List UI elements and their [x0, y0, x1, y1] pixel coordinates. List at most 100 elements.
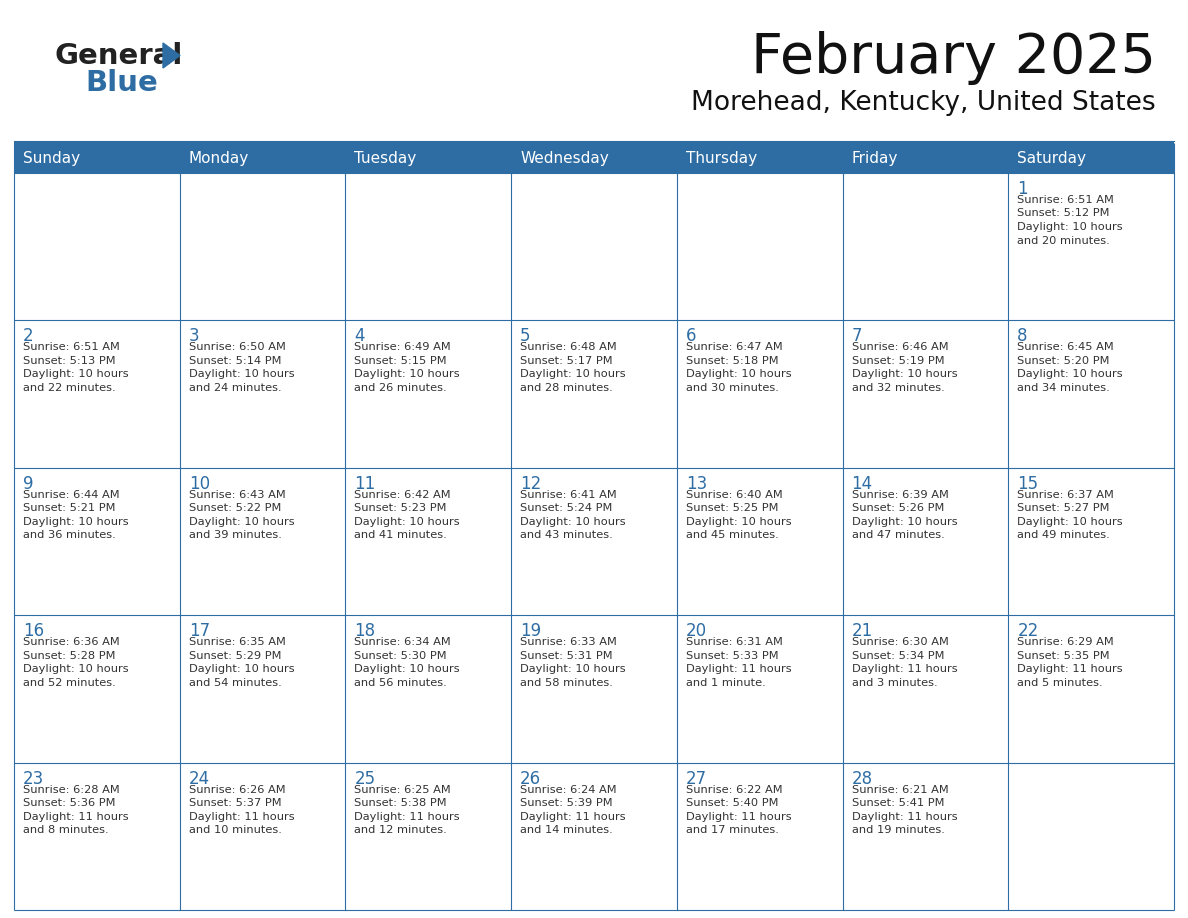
Text: Daylight: 10 hours: Daylight: 10 hours — [685, 517, 791, 527]
Bar — [511, 173, 677, 320]
Text: 25: 25 — [354, 769, 375, 788]
Text: Sunrise: 6:49 AM: Sunrise: 6:49 AM — [354, 342, 451, 353]
Text: 14: 14 — [852, 475, 873, 493]
Bar — [14, 173, 179, 320]
Text: and 28 minutes.: and 28 minutes. — [520, 383, 613, 393]
Text: Sunset: 5:33 PM: Sunset: 5:33 PM — [685, 651, 778, 661]
Text: Tuesday: Tuesday — [354, 151, 417, 165]
Text: Sunset: 5:20 PM: Sunset: 5:20 PM — [1017, 356, 1110, 366]
Text: Wednesday: Wednesday — [520, 151, 609, 165]
Bar — [179, 763, 346, 910]
Text: 4: 4 — [354, 328, 365, 345]
Text: Sunrise: 6:45 AM: Sunrise: 6:45 AM — [1017, 342, 1114, 353]
Text: and 19 minutes.: and 19 minutes. — [852, 825, 944, 835]
Text: Daylight: 10 hours: Daylight: 10 hours — [23, 369, 128, 379]
Text: Sunrise: 6:51 AM: Sunrise: 6:51 AM — [1017, 195, 1114, 205]
Text: 15: 15 — [1017, 475, 1038, 493]
Bar — [346, 763, 511, 910]
Text: Sunrise: 6:24 AM: Sunrise: 6:24 AM — [520, 785, 617, 795]
Text: Sunset: 5:29 PM: Sunset: 5:29 PM — [189, 651, 282, 661]
Text: Sunset: 5:22 PM: Sunset: 5:22 PM — [189, 503, 282, 513]
Text: Morehead, Kentucky, United States: Morehead, Kentucky, United States — [691, 90, 1156, 116]
Bar — [179, 468, 346, 615]
Text: and 36 minutes.: and 36 minutes. — [23, 531, 115, 541]
Text: Sunset: 5:31 PM: Sunset: 5:31 PM — [520, 651, 613, 661]
Text: Daylight: 11 hours: Daylight: 11 hours — [189, 812, 295, 822]
Text: and 24 minutes.: and 24 minutes. — [189, 383, 282, 393]
Text: 11: 11 — [354, 475, 375, 493]
Bar — [14, 763, 179, 910]
Text: and 43 minutes.: and 43 minutes. — [520, 531, 613, 541]
Bar — [842, 320, 1009, 468]
Text: 19: 19 — [520, 622, 542, 640]
Text: and 34 minutes.: and 34 minutes. — [1017, 383, 1110, 393]
Text: 21: 21 — [852, 622, 873, 640]
Text: Daylight: 10 hours: Daylight: 10 hours — [23, 517, 128, 527]
Text: Monday: Monday — [189, 151, 249, 165]
Text: Sunset: 5:13 PM: Sunset: 5:13 PM — [23, 356, 115, 366]
Text: Sunrise: 6:44 AM: Sunrise: 6:44 AM — [23, 490, 120, 499]
Bar — [842, 468, 1009, 615]
Text: Daylight: 10 hours: Daylight: 10 hours — [685, 369, 791, 379]
Bar — [1009, 763, 1174, 910]
Text: Daylight: 10 hours: Daylight: 10 hours — [189, 517, 295, 527]
Text: Daylight: 11 hours: Daylight: 11 hours — [685, 812, 791, 822]
Text: Sunrise: 6:41 AM: Sunrise: 6:41 AM — [520, 490, 617, 499]
Text: Daylight: 11 hours: Daylight: 11 hours — [685, 665, 791, 674]
Bar — [14, 468, 179, 615]
Bar — [842, 763, 1009, 910]
Bar — [511, 615, 677, 763]
Text: Daylight: 10 hours: Daylight: 10 hours — [520, 369, 626, 379]
Bar — [1009, 173, 1174, 320]
Text: Daylight: 10 hours: Daylight: 10 hours — [852, 517, 958, 527]
Text: and 56 minutes.: and 56 minutes. — [354, 677, 447, 688]
Text: 27: 27 — [685, 769, 707, 788]
Text: Sunrise: 6:46 AM: Sunrise: 6:46 AM — [852, 342, 948, 353]
Text: and 5 minutes.: and 5 minutes. — [1017, 677, 1102, 688]
Bar — [511, 143, 677, 173]
Text: Sunrise: 6:31 AM: Sunrise: 6:31 AM — [685, 637, 783, 647]
Text: Sunset: 5:30 PM: Sunset: 5:30 PM — [354, 651, 447, 661]
Text: Sunrise: 6:21 AM: Sunrise: 6:21 AM — [852, 785, 948, 795]
Bar — [842, 143, 1009, 173]
Text: Daylight: 11 hours: Daylight: 11 hours — [852, 665, 958, 674]
Bar — [346, 173, 511, 320]
Text: Daylight: 10 hours: Daylight: 10 hours — [354, 369, 460, 379]
Text: Sunset: 5:25 PM: Sunset: 5:25 PM — [685, 503, 778, 513]
Text: and 30 minutes.: and 30 minutes. — [685, 383, 778, 393]
Text: Sunset: 5:17 PM: Sunset: 5:17 PM — [520, 356, 613, 366]
Text: Daylight: 11 hours: Daylight: 11 hours — [1017, 665, 1123, 674]
Text: and 8 minutes.: and 8 minutes. — [23, 825, 108, 835]
Text: and 32 minutes.: and 32 minutes. — [852, 383, 944, 393]
Text: 20: 20 — [685, 622, 707, 640]
Bar — [1009, 468, 1174, 615]
Bar — [14, 615, 179, 763]
Text: Sunrise: 6:33 AM: Sunrise: 6:33 AM — [520, 637, 617, 647]
Text: Sunrise: 6:30 AM: Sunrise: 6:30 AM — [852, 637, 948, 647]
Text: 17: 17 — [189, 622, 210, 640]
Bar — [179, 615, 346, 763]
Text: Friday: Friday — [852, 151, 898, 165]
Bar — [677, 468, 842, 615]
Text: Sunrise: 6:51 AM: Sunrise: 6:51 AM — [23, 342, 120, 353]
Text: Sunrise: 6:28 AM: Sunrise: 6:28 AM — [23, 785, 120, 795]
Text: Sunset: 5:21 PM: Sunset: 5:21 PM — [23, 503, 115, 513]
Text: Daylight: 10 hours: Daylight: 10 hours — [189, 369, 295, 379]
Bar — [677, 320, 842, 468]
Bar — [179, 320, 346, 468]
Bar — [1009, 143, 1174, 173]
Text: Sunday: Sunday — [23, 151, 80, 165]
Text: 22: 22 — [1017, 622, 1038, 640]
Text: and 47 minutes.: and 47 minutes. — [852, 531, 944, 541]
Bar — [346, 468, 511, 615]
Text: and 10 minutes.: and 10 minutes. — [189, 825, 282, 835]
Text: and 22 minutes.: and 22 minutes. — [23, 383, 115, 393]
Bar — [842, 615, 1009, 763]
Bar — [14, 143, 179, 173]
Text: 10: 10 — [189, 475, 210, 493]
Text: Sunrise: 6:37 AM: Sunrise: 6:37 AM — [1017, 490, 1114, 499]
Text: and 39 minutes.: and 39 minutes. — [189, 531, 282, 541]
Text: Sunset: 5:27 PM: Sunset: 5:27 PM — [1017, 503, 1110, 513]
Text: 23: 23 — [23, 769, 44, 788]
Text: and 49 minutes.: and 49 minutes. — [1017, 531, 1110, 541]
